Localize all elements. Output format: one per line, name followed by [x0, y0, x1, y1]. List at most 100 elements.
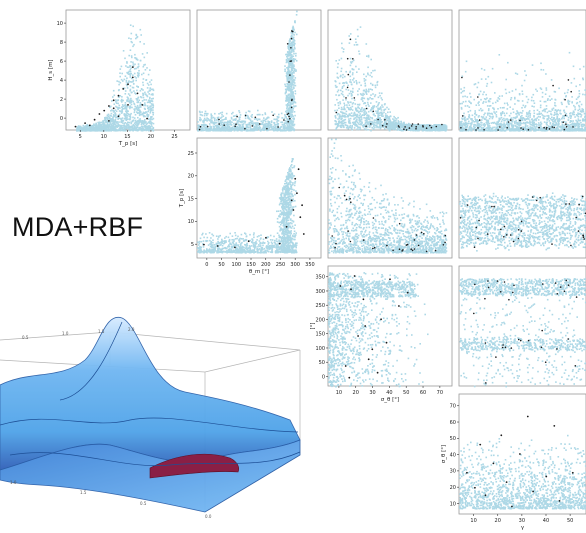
sample-point — [500, 434, 503, 437]
sample-point — [235, 123, 237, 125]
sample-point — [478, 219, 480, 222]
sample-point — [136, 92, 139, 95]
sample-point — [505, 234, 508, 236]
data-cloud — [459, 434, 586, 510]
sample-point — [520, 220, 523, 223]
x-tick-label: 100 — [232, 262, 242, 268]
sample-point — [461, 115, 464, 117]
y-tick-label: 8 — [60, 40, 63, 46]
sample-point — [538, 126, 540, 129]
sample-point — [349, 198, 351, 200]
sample-point — [93, 118, 96, 121]
sample-point — [380, 318, 382, 321]
sample-point — [502, 344, 504, 346]
x-tick-label: 10 — [336, 390, 342, 396]
surface-tick-label: 0.0 — [205, 514, 212, 519]
sample-point — [507, 121, 510, 123]
sample-point — [548, 128, 551, 130]
sample-point — [503, 281, 506, 283]
sample-point — [353, 275, 356, 277]
x-axis-label: θ_m [°] — [249, 269, 269, 275]
sample-point — [247, 240, 250, 243]
panel-Hs-gamma — [458, 9, 586, 132]
sample-point — [290, 106, 293, 109]
sample-point — [492, 462, 495, 465]
sample-point — [567, 79, 570, 81]
sample-point — [353, 97, 356, 99]
y-tick-label: 2 — [60, 97, 63, 103]
sample-point — [564, 114, 567, 117]
sample-point — [554, 282, 557, 284]
sample-point — [466, 471, 468, 474]
sample-point — [335, 242, 337, 245]
x-tick-label: 70 — [437, 390, 443, 396]
surface-tick-label: 1.5 — [80, 490, 87, 495]
x-tick-label: 250 — [276, 262, 286, 268]
panel-Hs-Tp: 5 10 15 20 25 T_p [s] 0 2 4 6 8 10 H_s [m] — [48, 9, 191, 147]
sample-point — [236, 115, 238, 118]
sample-point — [575, 216, 577, 219]
x-tick-label: 150 — [246, 262, 256, 268]
sample-point — [372, 247, 374, 250]
sample-point — [216, 245, 219, 247]
x-tick-label: 350 — [305, 262, 315, 268]
sample-point — [251, 125, 254, 127]
sample-point — [570, 90, 572, 93]
sample-point — [338, 186, 341, 189]
sample-point — [565, 125, 568, 128]
sample-point — [572, 126, 574, 128]
sample-point — [349, 240, 352, 243]
sample-point — [486, 233, 489, 235]
sample-point — [527, 129, 530, 131]
sample-point — [503, 225, 506, 228]
y-tick-label: 200 — [315, 317, 325, 323]
sample-point — [539, 196, 541, 199]
x-tick-label: 50 — [567, 518, 573, 524]
sample-point — [495, 356, 497, 358]
panel-frame — [196, 9, 322, 131]
rbf-surface-upper — [0, 316, 301, 471]
sample-point — [141, 104, 144, 106]
surface-tick-label: 0.5 — [22, 335, 29, 340]
data-cloud — [459, 192, 586, 252]
sample-point — [520, 230, 523, 232]
data-cloud — [459, 51, 586, 132]
panel-Hs-sigma_theta — [327, 9, 453, 132]
sample-point — [334, 246, 336, 249]
sample-point — [289, 117, 291, 120]
sample-point — [565, 123, 567, 125]
y-tick-label: 20 — [450, 485, 456, 491]
sample-point — [290, 60, 293, 62]
panel-frame — [196, 137, 322, 259]
y-tick-label: 50 — [319, 360, 325, 366]
sample-point — [408, 127, 411, 129]
sample-point — [510, 119, 512, 121]
sample-point — [405, 244, 408, 246]
sample-point — [367, 358, 370, 361]
sample-points — [473, 279, 578, 384]
sample-point — [296, 192, 298, 195]
panel-frame — [65, 9, 191, 131]
sample-point — [545, 128, 548, 130]
panel-theta_m-gamma — [458, 265, 586, 388]
sample-point — [203, 243, 205, 246]
sample-points — [459, 195, 586, 248]
sample-point — [570, 244, 572, 247]
x-tick-label: 40 — [386, 390, 392, 396]
sample-point — [459, 217, 462, 219]
y-tick-label: 10 — [57, 21, 63, 27]
sample-point — [499, 126, 501, 128]
sample-point — [526, 415, 529, 418]
x-axis-label: T_p [s] — [118, 141, 138, 147]
y-tick-label: 350 — [315, 275, 325, 281]
x-tick-label: 20 — [353, 390, 359, 396]
sample-point — [131, 76, 134, 79]
panel-sigma_theta-gamma: 10 20 30 40 50 γ 10 20 30 40 50 60 70 σ_θ [°] — [441, 393, 586, 531]
sample-point — [112, 99, 115, 102]
sample-point — [348, 376, 351, 379]
data-cloud — [334, 26, 448, 132]
sample-point — [517, 229, 520, 231]
sample-point — [289, 74, 291, 76]
